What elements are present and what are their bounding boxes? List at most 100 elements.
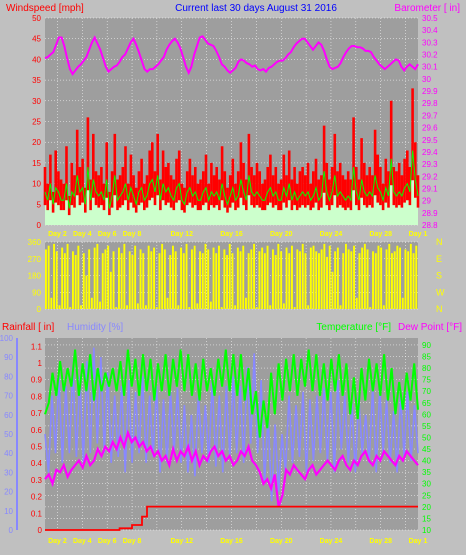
direction-bar [134, 245, 137, 309]
direction-bar [309, 247, 312, 309]
rht-x-tick-label: Day 2 [48, 538, 67, 545]
direction-bar [250, 249, 253, 309]
barometer-tick-label: 29.4 [422, 148, 438, 157]
direction-bar [88, 249, 91, 309]
temperature-tick-label: 55 [422, 422, 431, 431]
compass-tick-label: W [436, 287, 445, 297]
direction-bar [255, 307, 258, 309]
barometer-tick-label: 29.2 [422, 172, 438, 181]
direction-bar [99, 301, 101, 309]
rain-tick-label: 0.1 [31, 509, 43, 518]
humidity-tick-label: 10 [4, 507, 13, 516]
compass-tick-label: N [436, 237, 443, 247]
direction-bar [163, 249, 166, 309]
direction-bar [218, 245, 220, 309]
wind-x-tick-label: Day 4 [73, 231, 92, 238]
direction-bar [369, 307, 372, 309]
direction-bar [350, 251, 353, 309]
direction-bar [253, 243, 255, 309]
wind-average-series [44, 150, 419, 209]
direction-bar [182, 253, 185, 309]
direction-bar [158, 253, 161, 309]
direction-bar [53, 243, 55, 309]
rain-tick-label: 1 [38, 359, 43, 368]
wind-x-tick-label: Day 2 [48, 231, 67, 238]
direction-bar [277, 243, 280, 309]
wind-x-tick-label: Day 28 [369, 231, 392, 238]
barometer-series [44, 35, 419, 76]
temperature-tick-label: 35 [422, 468, 431, 477]
wind-tick-label: 10 [32, 180, 41, 189]
direction-bar [80, 305, 82, 309]
barometer-tick-label: 29.3 [422, 160, 438, 169]
direction-bar [401, 297, 404, 309]
direction-bar [61, 247, 64, 309]
temperature-tick-label: 90 [422, 341, 431, 350]
direction-bar [315, 251, 318, 309]
direction-bar [126, 305, 128, 309]
rht-x-tick-label: Day 16 [220, 538, 243, 545]
direction-bar [142, 253, 145, 309]
direction-bar [123, 243, 126, 309]
direction-bar [326, 256, 328, 309]
rht-x-tick-label: Day 28 [369, 538, 392, 545]
direction-bar [47, 245, 50, 309]
direction-bar [74, 255, 77, 309]
direction-bar [399, 247, 401, 309]
wind-tick-label: 50 [32, 14, 41, 23]
direction-bar [336, 247, 339, 309]
direction-bar [407, 251, 410, 309]
direction-bar [299, 251, 301, 309]
wind-average-area [45, 161, 418, 225]
direction-tick-label: 90 [32, 288, 41, 297]
humidity-tick-label: 60 [4, 411, 13, 420]
direction-bar [274, 255, 277, 309]
rain-tick-label: 0.8 [31, 392, 43, 401]
wind-axis-title: Windspeed [mph] [6, 3, 84, 14]
direction-bar [247, 253, 250, 309]
direction-bar [320, 249, 323, 309]
humidity-tick-label: 90 [4, 353, 13, 362]
direction-bar [58, 305, 61, 309]
direction-bar [207, 249, 210, 309]
wind-x-tick-label: Day 6 [98, 231, 117, 238]
humidity-tick-label: 40 [4, 449, 13, 458]
wind-x-tick-label: Day 1 [409, 231, 428, 238]
direction-bar [180, 247, 182, 309]
rht-x-tick-label: Day 8 [123, 538, 142, 545]
temperature-series [44, 349, 419, 438]
direction-bar [50, 297, 53, 309]
barometer-tick-label: 29 [422, 197, 431, 206]
direction-bar [139, 249, 142, 309]
direction-bar [115, 307, 118, 309]
rht-x-tick-label: Day 20 [270, 538, 293, 545]
direction-bar [118, 247, 120, 309]
temperature-tick-label: 20 [422, 503, 431, 512]
direction-bar [266, 245, 269, 309]
wind-tick-label: 15 [32, 159, 41, 168]
direction-bar [112, 251, 115, 309]
temperature-tick-label: 65 [422, 399, 431, 408]
direction-bar [85, 275, 88, 309]
direction-bar [393, 251, 396, 309]
temperature-tick-label: 10 [422, 526, 431, 535]
direction-bar [323, 243, 326, 309]
chart-title: Current last 30 days August 31 2016 [175, 3, 337, 14]
rht-x-tick-label: Day 1 [409, 538, 428, 545]
direction-bar [328, 245, 331, 309]
direction-bar [334, 251, 337, 309]
direction-bar [69, 307, 72, 309]
direction-bar [150, 251, 153, 309]
direction-bar [358, 253, 361, 309]
direction-bar [282, 303, 285, 309]
direction-bar [269, 305, 272, 309]
direction-bar [285, 247, 288, 309]
direction-tick-label: 270 [28, 255, 42, 264]
direction-bar [199, 251, 201, 309]
direction-bar [409, 243, 412, 309]
wind-x-tick-label: Day 16 [220, 231, 243, 238]
direction-bar [72, 251, 74, 309]
direction-bar [380, 247, 383, 309]
direction-bar [223, 249, 226, 309]
direction-bar [128, 251, 131, 309]
